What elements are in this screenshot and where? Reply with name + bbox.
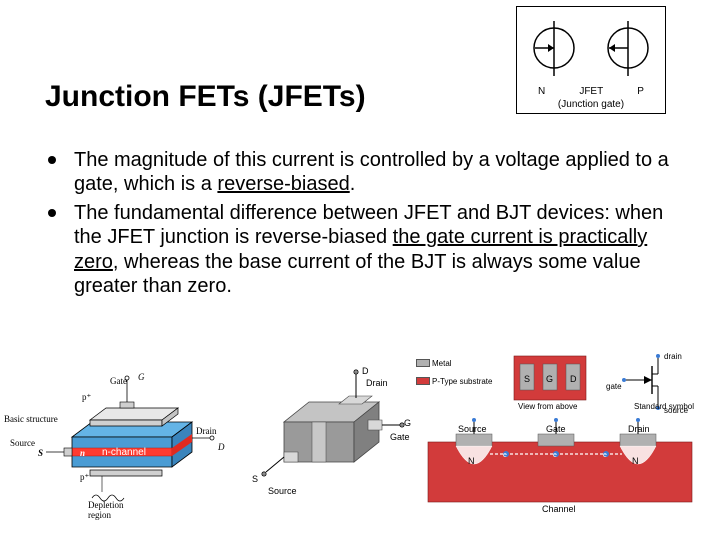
legend-label: Metal xyxy=(432,359,452,368)
d1-source-label: Source xyxy=(10,438,35,448)
svg-text:D: D xyxy=(570,374,577,384)
legend-item: P-Type substrate xyxy=(416,377,492,386)
svg-text:e: e xyxy=(603,452,607,459)
svg-text:G: G xyxy=(546,374,553,384)
d1-n-label: n xyxy=(80,448,85,458)
d3-gate-label: gate xyxy=(606,382,622,391)
d1-nchannel-label: n-channel xyxy=(102,447,146,458)
symbol-p-label: P xyxy=(637,86,644,97)
bullet-dot-icon xyxy=(48,209,56,217)
symbol-center-label: JFET xyxy=(579,86,603,97)
n-jfet-symbol-icon xyxy=(529,21,579,76)
legend-swatch xyxy=(416,359,430,367)
symbol-n-label: N xyxy=(538,86,545,97)
svg-text:e: e xyxy=(553,452,557,459)
d2-Drain: Drain xyxy=(366,378,388,388)
d1-depletion-label: Depletion region xyxy=(88,500,124,520)
svg-text:e: e xyxy=(503,452,507,459)
planar-jfet-diagram: Metal P-Type substrate S G D xyxy=(410,352,710,522)
slide-title: Junction FETs (JFETs) xyxy=(45,80,366,114)
d3-cross-source: Source xyxy=(458,424,487,434)
d1-G-label: G xyxy=(138,372,145,382)
bullet-item: The fundamental difference between JFET … xyxy=(48,201,680,299)
d2-S: S xyxy=(252,474,258,484)
d1-S-label: S xyxy=(38,448,43,458)
d1-basic-label: Basic structure xyxy=(4,414,58,424)
d2-D: D xyxy=(362,366,369,376)
d3-legend: Metal P-Type substrate xyxy=(416,354,496,390)
d2-Gate: Gate xyxy=(390,432,410,442)
bullet-list: The magnitude of this current is control… xyxy=(48,148,680,302)
d1-D-label: D xyxy=(218,442,225,452)
d3-cross-drain: Drain xyxy=(628,424,650,434)
p-jfet-symbol-icon xyxy=(603,21,653,76)
svg-text:N: N xyxy=(468,456,475,466)
d1-ptop-label: p⁺ xyxy=(82,392,91,403)
symbol-caption: (Junction gate) xyxy=(517,99,665,113)
bullet-text: The fundamental difference between JFET … xyxy=(74,201,680,299)
d3-circuit-caption: Standard symbol xyxy=(634,402,694,411)
bullet-dot-icon xyxy=(48,156,56,164)
legend-swatch xyxy=(416,377,430,385)
d1-gate-label: Gate xyxy=(110,376,127,386)
legend-item: Metal xyxy=(416,359,452,368)
d3-drain-label: drain xyxy=(664,352,682,361)
d3-cross-gate: Gate xyxy=(546,424,566,434)
diagrams-row: Gate G p⁺ Basic structure Source S n n-c… xyxy=(0,352,720,532)
basic-structure-diagram: Gate G p⁺ Basic structure Source S n n-c… xyxy=(2,352,252,522)
d3-topview-caption: View from above xyxy=(518,402,577,411)
d3-channel-label: Channel xyxy=(542,504,576,514)
d3-tv-S: S xyxy=(524,374,530,384)
d1-drain-label: Drain xyxy=(196,426,217,436)
bullet-item: The magnitude of this current is control… xyxy=(48,148,680,197)
jfet-symbol-box: N JFET P (Junction gate) xyxy=(516,6,666,114)
d1-pbot-label: p⁺ xyxy=(80,472,89,483)
svg-text:N: N xyxy=(632,456,639,466)
legend-label: P-Type substrate xyxy=(432,377,492,386)
d2-Source: Source xyxy=(268,486,297,496)
3d-jfet-diagram: D Drain G Gate S Source xyxy=(244,362,414,512)
bullet-text: The magnitude of this current is control… xyxy=(74,148,680,197)
